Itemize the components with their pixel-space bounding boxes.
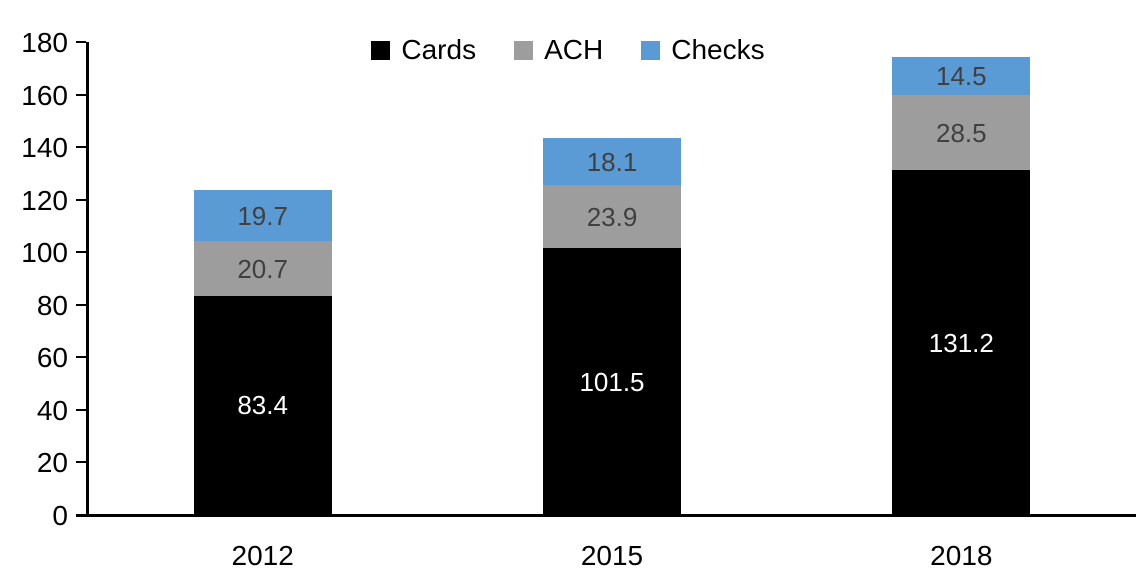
- y-axis-tick: [76, 514, 86, 516]
- legend-label: Checks: [671, 34, 765, 65]
- bar-2015-ach-segment: 23.9: [543, 185, 681, 249]
- bar-value-label: 23.9: [586, 201, 638, 232]
- bar-value-label: 20.7: [237, 253, 288, 284]
- bar-2018-cards-segment: 131.2: [892, 170, 1031, 515]
- legend-label: ACH: [544, 34, 604, 65]
- x-axis-label-2015: 2015: [580, 540, 644, 571]
- bar-2018-ach-segment: 28.5: [892, 95, 1031, 171]
- y-axis-tick: [76, 93, 86, 96]
- bar-2012-checks-segment: 19.7: [193, 189, 332, 242]
- y-axis-line: [86, 42, 89, 515]
- bar-value-label: 18.1: [586, 146, 638, 177]
- bar-value-label: 28.5: [936, 117, 987, 148]
- y-axis-tick: [76, 356, 86, 359]
- bar-value-label: 19.7: [237, 200, 288, 231]
- bar-2012-ach-segment: 20.7: [193, 241, 332, 296]
- bar-value-label: 83.4: [237, 390, 288, 421]
- bar-2012-cards-segment: 83.4: [193, 295, 332, 515]
- y-axis-tick-label: 180: [21, 27, 68, 58]
- x-axis-label-2012: 2012: [231, 540, 294, 571]
- legend-marker-checks-icon: [641, 40, 661, 60]
- y-axis-tick-label: 100: [21, 237, 68, 269]
- y-axis-tick: [76, 303, 86, 306]
- y-axis-tick: [76, 198, 86, 201]
- y-axis-tick-label: 140: [21, 132, 68, 164]
- y-axis-tick: [76, 251, 86, 254]
- y-axis-tick-label: 160: [21, 79, 68, 111]
- legend-marker-cards-icon: [371, 40, 391, 60]
- y-axis-tick: [76, 461, 86, 464]
- legend-marker-ach-icon: [514, 40, 534, 60]
- y-axis-tick: [76, 41, 86, 43]
- legend-item-checks: Checks: [641, 34, 765, 65]
- y-axis-tick: [76, 146, 86, 149]
- legend-item-cards: Cards: [371, 36, 476, 64]
- x-axis-line: [76, 514, 1136, 517]
- y-axis-tick-label: 80: [36, 289, 68, 321]
- y-axis-tick-label: 40: [36, 394, 68, 426]
- bar-value-label: 101.5: [579, 366, 645, 397]
- x-axis-label-2018: 2018: [930, 540, 993, 571]
- y-axis-tick-label: 120: [21, 184, 68, 216]
- bar-2015-cards-segment: 101.5: [543, 248, 681, 515]
- bar-value-label: 14.5: [936, 61, 987, 92]
- legend-label: Cards: [401, 34, 477, 65]
- bar-value-label: 131.2: [928, 327, 994, 358]
- bar-2015-checks-segment: 18.1: [543, 137, 681, 186]
- bar-2018-checks-segment: 14.5: [892, 57, 1031, 96]
- y-axis-tick-label: 20: [36, 447, 68, 479]
- y-axis-tick-label: 60: [36, 342, 68, 374]
- legend-item-ach: ACH: [514, 36, 603, 64]
- y-axis-tick-label: 0: [52, 500, 68, 531]
- y-axis-tick: [76, 408, 86, 411]
